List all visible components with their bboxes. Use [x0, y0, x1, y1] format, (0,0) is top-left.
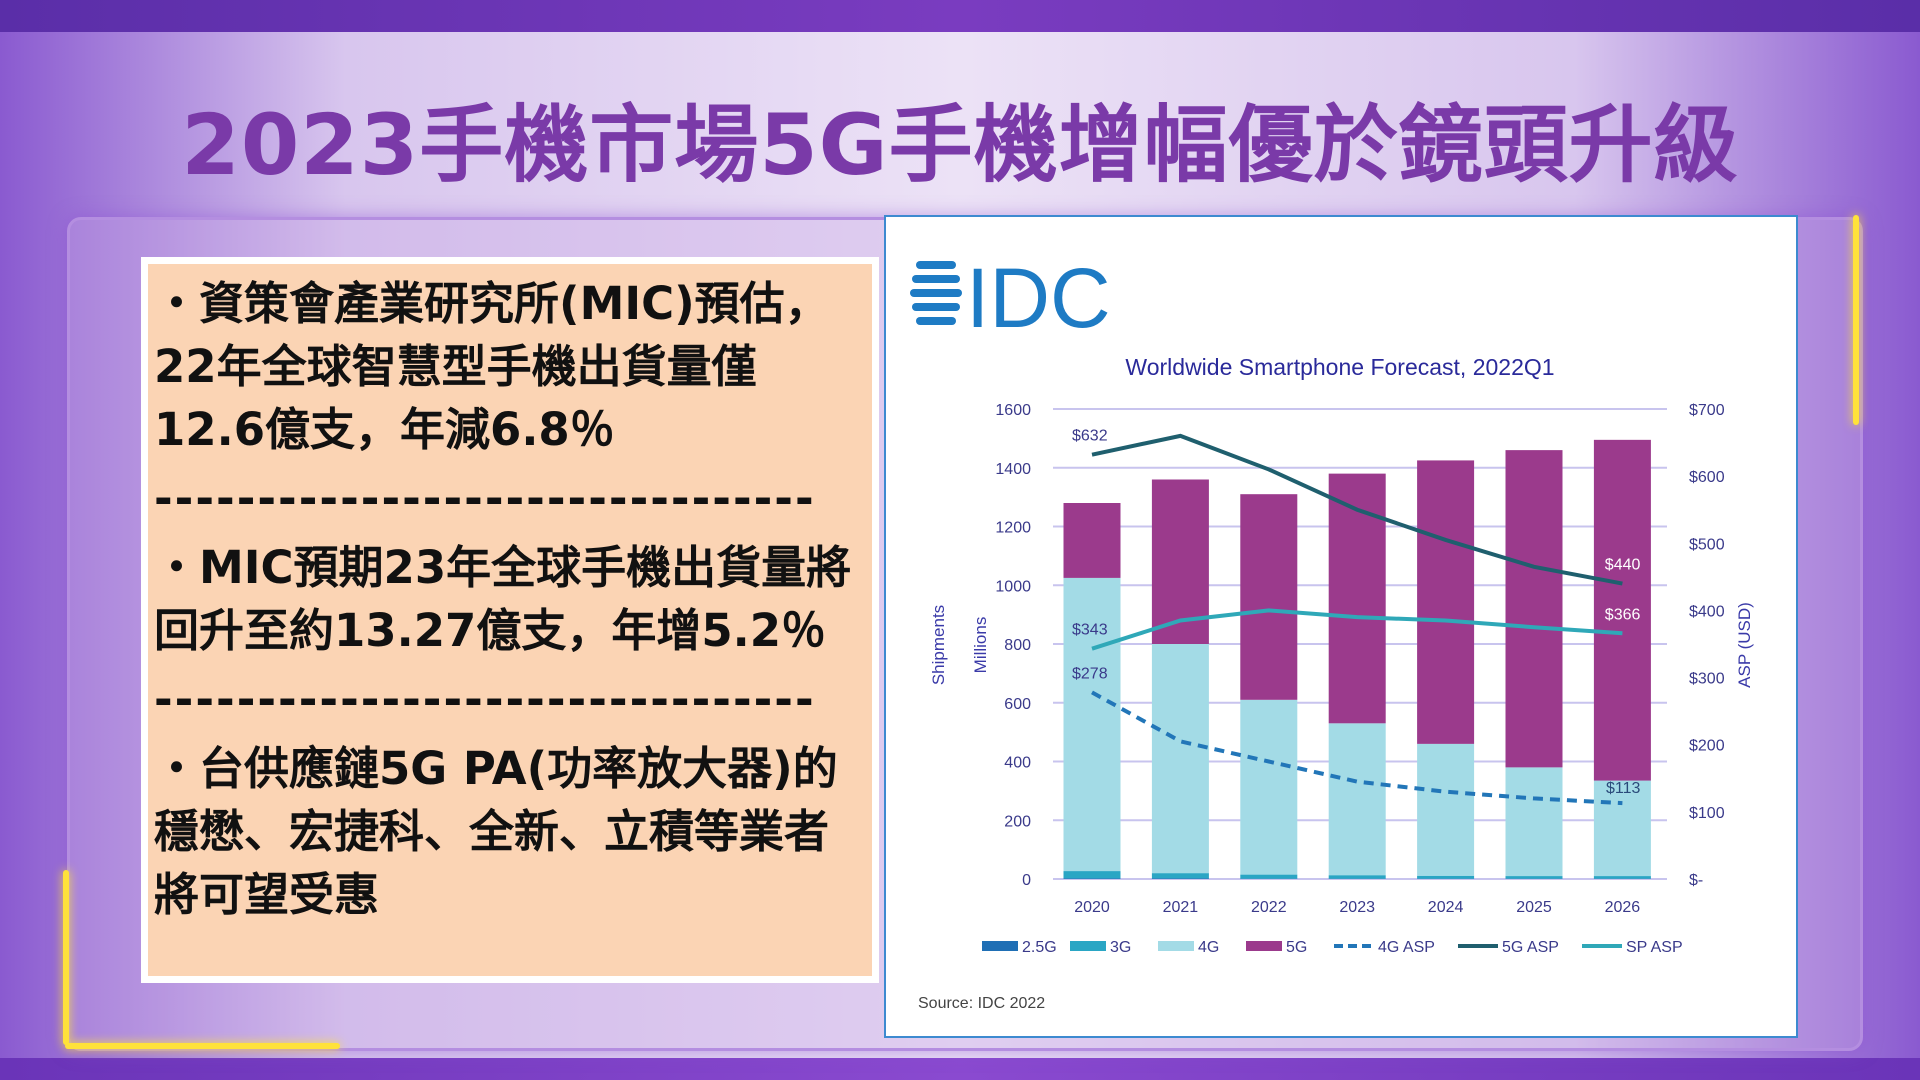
legend-swatch	[1246, 941, 1282, 951]
legend-label: 4G	[1198, 939, 1219, 956]
y-tick-label: 1400	[995, 461, 1031, 478]
bar-3g-2022	[1240, 874, 1298, 879]
bar-4g-2022	[1240, 699, 1298, 875]
divider: --------------------------------	[154, 472, 816, 525]
line-sp-asp	[1091, 608, 1623, 651]
bar-25g-2021	[1151, 878, 1209, 879]
y2-tick-label: $300	[1689, 671, 1725, 688]
x-tick-label: 2020	[1074, 899, 1110, 916]
neon-accent-right	[1853, 215, 1859, 425]
legend-label: 4G ASP	[1378, 939, 1435, 956]
y2-tick-label: $500	[1689, 536, 1725, 553]
y-axis-title: Shipments	[929, 605, 948, 685]
bar-4g-2024	[1417, 743, 1475, 876]
idc-chart-panel: IDC Worldwide Smartphone Forecast, 2022Q…	[884, 215, 1798, 1038]
y-axis-unit: Millions	[971, 617, 990, 674]
data-label: $343	[1072, 622, 1108, 639]
y2-tick-label: $200	[1689, 738, 1725, 755]
legend-swatch	[982, 941, 1018, 951]
legend-label: 3G	[1110, 939, 1131, 956]
svg-text:IDC: IDC	[966, 251, 1111, 345]
x-tick-label: 2022	[1251, 899, 1287, 916]
top-bar	[0, 0, 1920, 32]
bar-3g-2020	[1063, 871, 1121, 879]
chart: IDC Worldwide Smartphone Forecast, 2022Q…	[910, 251, 1754, 1012]
data-label: $440	[1605, 557, 1641, 574]
bar-5g-2026	[1593, 439, 1651, 781]
y2-tick-label: $700	[1689, 402, 1725, 419]
y-tick-label: 200	[1004, 813, 1031, 830]
legend-label: 2.5G	[1022, 939, 1057, 956]
bottom-bar	[0, 1058, 1920, 1080]
neon-accent-bottom	[65, 1043, 340, 1049]
y-tick-label: 600	[1004, 696, 1031, 713]
neon-accent-left	[63, 870, 69, 1045]
y2-tick-label: $400	[1689, 603, 1725, 620]
bar-5g-2022	[1240, 494, 1298, 700]
bar-3g-2024	[1417, 875, 1475, 879]
divider: --------------------------------	[154, 673, 816, 726]
x-tick-label: 2026	[1605, 899, 1641, 916]
legend-label: SP ASP	[1626, 939, 1683, 956]
bar-4g-2023	[1328, 723, 1386, 876]
chart-source: Source: IDC 2022	[918, 995, 1045, 1012]
x-tick-label: 2025	[1516, 899, 1552, 916]
bullet-3: ・台供應鏈5G PA(功率放大器)的穩懋、宏捷科、全新、立積等業者將可望受惠	[154, 742, 838, 921]
bar-5g-2025	[1505, 450, 1563, 768]
y2-tick-label: $100	[1689, 805, 1725, 822]
y-tick-label: 800	[1004, 637, 1031, 654]
bar-5g-2020	[1063, 503, 1121, 578]
bar-3g-2021	[1151, 873, 1209, 879]
x-tick-label: 2021	[1163, 899, 1199, 916]
data-label: $632	[1072, 428, 1108, 445]
legend-label: 5G ASP	[1502, 939, 1559, 956]
bar-3g-2025	[1505, 876, 1563, 879]
bullet-text-box: ・資策會產業研究所(MIC)預估，22年全球智慧型手機出貨量僅12.6億支，年減…	[141, 257, 879, 983]
bullet-1: ・資策會產業研究所(MIC)預估，22年全球智慧型手機出貨量僅12.6億支，年減…	[154, 277, 830, 456]
data-label: $113	[1606, 780, 1641, 797]
slide-title: 2023手機市場5G手機增幅優於鏡頭升級	[181, 96, 1739, 194]
bullet-2: ・MIC預期23年全球手機出貨量將回升至約13.27億支，年增5.2％	[154, 541, 852, 657]
y-tick-label: 1600	[995, 402, 1031, 419]
bar-3g-2023	[1328, 875, 1386, 879]
bar-3g-2026	[1593, 876, 1651, 879]
y2-tick-label: $-	[1689, 872, 1703, 889]
x-tick-label: 2023	[1339, 899, 1375, 916]
y-tick-label: 400	[1004, 755, 1031, 772]
x-tick-label: 2024	[1428, 899, 1464, 916]
data-label: $366	[1605, 606, 1641, 623]
legend-swatch	[1158, 941, 1194, 951]
bar-4g-2020	[1063, 577, 1121, 872]
y-tick-label: 0	[1022, 872, 1031, 889]
bar-4g-2021	[1151, 644, 1209, 874]
idc-logo: IDC	[910, 251, 1111, 345]
bar-4g-2025	[1505, 767, 1563, 877]
chart-title: Worldwide Smartphone Forecast, 2022Q1	[1125, 354, 1554, 380]
y-tick-label: 1200	[995, 520, 1031, 537]
bar-5g-2024	[1417, 460, 1475, 744]
data-label: $278	[1072, 665, 1108, 682]
line-5g-asp	[1091, 433, 1623, 586]
y2-tick-label: $600	[1689, 469, 1725, 486]
legend-label: 5G	[1286, 939, 1307, 956]
legend-swatch	[1070, 941, 1106, 951]
y-tick-label: 1000	[995, 578, 1031, 595]
bar-25g-2020	[1063, 878, 1121, 879]
y2-axis-title: ASP (USD)	[1735, 602, 1754, 688]
line-4g-asp	[1091, 690, 1623, 806]
bar-4g-2026	[1593, 780, 1651, 877]
